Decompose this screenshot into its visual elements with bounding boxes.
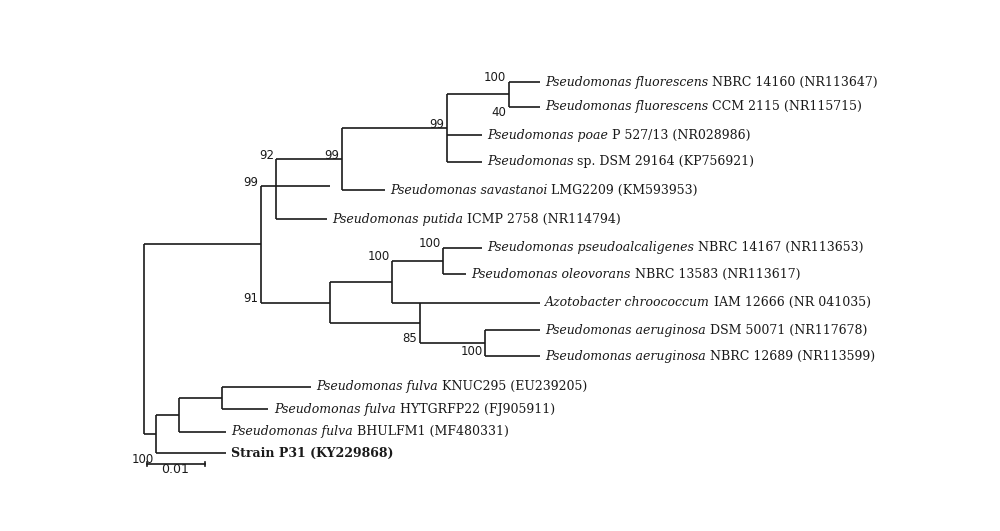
Text: Pseudomonas pseudoalcaligenes: Pseudomonas pseudoalcaligenes bbox=[487, 241, 694, 254]
Text: 91: 91 bbox=[243, 292, 258, 305]
Text: Pseudomonas putida: Pseudomonas putida bbox=[332, 212, 463, 226]
Text: 100: 100 bbox=[484, 71, 506, 84]
Text: 100: 100 bbox=[368, 250, 390, 263]
Text: Pseudomonas fulva: Pseudomonas fulva bbox=[274, 402, 396, 416]
Text: NBRC 14167 (NR113653): NBRC 14167 (NR113653) bbox=[694, 241, 863, 254]
Text: Pseudomonas fluorescens: Pseudomonas fluorescens bbox=[545, 100, 708, 113]
Text: 92: 92 bbox=[259, 149, 274, 162]
Text: Pseudomonas poae: Pseudomonas poae bbox=[487, 129, 608, 142]
Text: Pseudomonas oleovorans: Pseudomonas oleovorans bbox=[471, 268, 631, 281]
Text: 100: 100 bbox=[418, 237, 440, 250]
Text: NBRC 13583 (NR113617): NBRC 13583 (NR113617) bbox=[631, 268, 800, 281]
Text: NBRC 14160 (NR113647): NBRC 14160 (NR113647) bbox=[708, 75, 878, 89]
Text: BHULFM1 (MF480331): BHULFM1 (MF480331) bbox=[353, 425, 509, 438]
Text: 100: 100 bbox=[131, 452, 154, 466]
Text: Pseudomonas fulva: Pseudomonas fulva bbox=[316, 380, 438, 393]
Text: 85: 85 bbox=[402, 332, 417, 345]
Text: 100: 100 bbox=[461, 346, 483, 358]
Text: Pseudomonas fulva: Pseudomonas fulva bbox=[231, 425, 353, 438]
Text: Strain P31 (KY229868): Strain P31 (KY229868) bbox=[231, 447, 394, 459]
Text: ICMP 2758 (NR114794): ICMP 2758 (NR114794) bbox=[463, 212, 621, 226]
Text: CCM 2115 (NR115715): CCM 2115 (NR115715) bbox=[708, 100, 862, 113]
Text: 99: 99 bbox=[429, 118, 444, 131]
Text: 40: 40 bbox=[491, 106, 506, 119]
Text: DSM 50071 (NR117678): DSM 50071 (NR117678) bbox=[706, 324, 867, 337]
Text: P 527/13 (NR028986): P 527/13 (NR028986) bbox=[608, 129, 750, 142]
Text: 0.01: 0.01 bbox=[161, 463, 189, 476]
Text: Pseudomonas aeruginosa: Pseudomonas aeruginosa bbox=[545, 349, 706, 363]
Text: Pseudomonas savastanoi: Pseudomonas savastanoi bbox=[390, 184, 547, 197]
Text: IAM 12666 (NR 041035): IAM 12666 (NR 041035) bbox=[710, 296, 871, 310]
Text: LMG2209 (KM593953): LMG2209 (KM593953) bbox=[547, 184, 698, 197]
Text: 99: 99 bbox=[243, 176, 258, 189]
Text: NBRC 12689 (NR113599): NBRC 12689 (NR113599) bbox=[706, 349, 875, 363]
Text: Pseudomonas: Pseudomonas bbox=[487, 156, 573, 168]
Text: KNUC295 (EU239205): KNUC295 (EU239205) bbox=[438, 380, 587, 393]
Text: Pseudomonas aeruginosa: Pseudomonas aeruginosa bbox=[545, 324, 706, 337]
Text: sp. DSM 29164 (KP756921): sp. DSM 29164 (KP756921) bbox=[573, 156, 754, 168]
Text: HYTGRFP22 (FJ905911): HYTGRFP22 (FJ905911) bbox=[396, 402, 555, 416]
Text: Pseudomonas fluorescens: Pseudomonas fluorescens bbox=[545, 75, 708, 89]
Text: Azotobacter chroococcum: Azotobacter chroococcum bbox=[545, 296, 710, 310]
Text: 99: 99 bbox=[325, 149, 340, 162]
